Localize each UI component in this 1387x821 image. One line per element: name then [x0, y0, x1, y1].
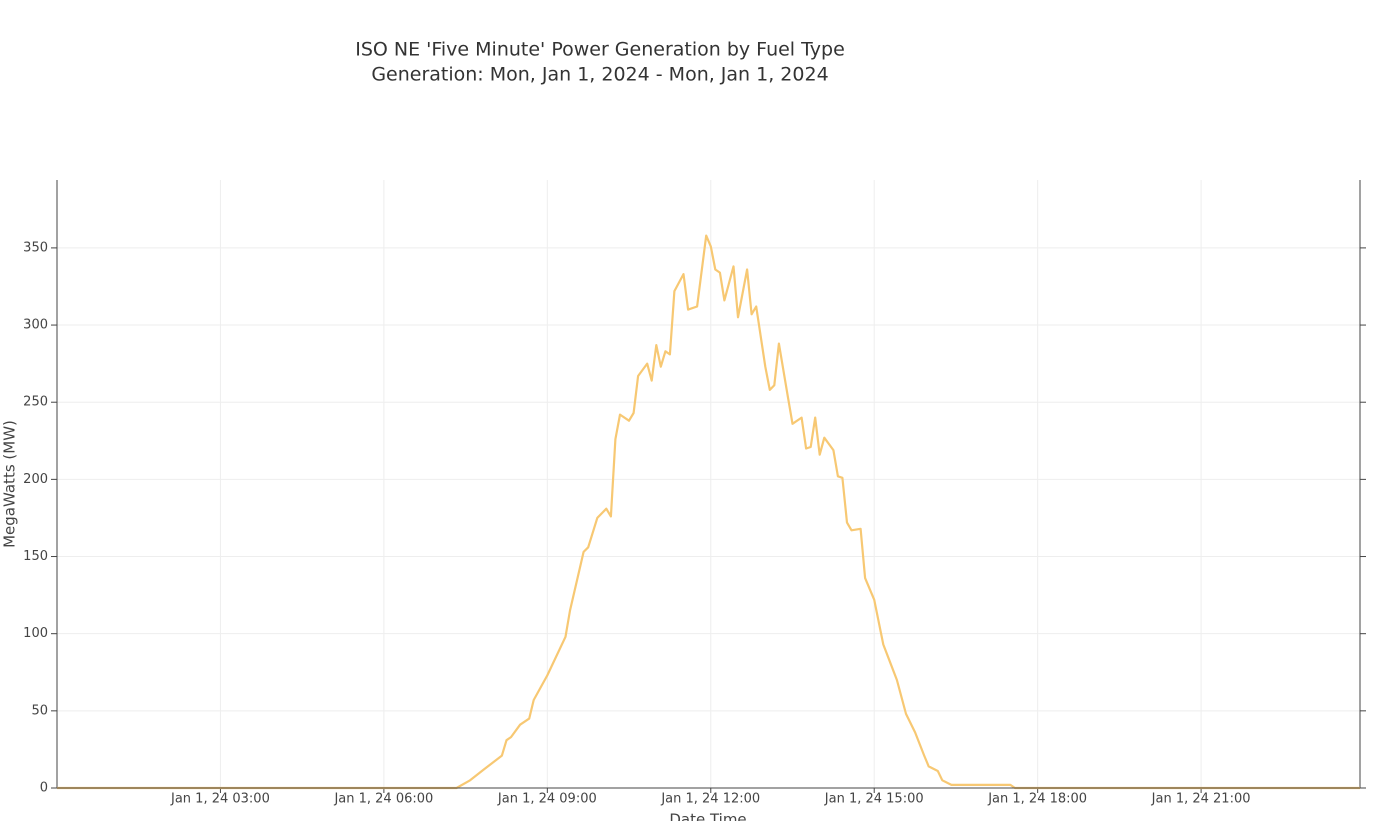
- x-tick-label: Jan 1, 24 21:00: [1151, 792, 1251, 807]
- y-tick-label: 300: [23, 318, 48, 333]
- x-tick-label: Jan 1, 24 18:00: [987, 792, 1087, 807]
- y-tick-label: 350: [23, 240, 48, 255]
- y-tick-label: 150: [23, 549, 48, 564]
- x-axis-title: Date Time: [669, 811, 746, 821]
- line-series: [57, 234, 1360, 790]
- y-tick-label: 50: [31, 703, 48, 718]
- y-axis-title: MegaWatts (MW): [1, 420, 19, 548]
- chart-subtitle: Generation: Mon, Jan 1, 2024 - Mon, Jan …: [371, 64, 828, 86]
- y-tick-label: 250: [23, 395, 48, 410]
- x-tick-label: Jan 1, 24 15:00: [824, 792, 924, 807]
- y-tick-label: 200: [23, 472, 48, 487]
- x-tick-label: Jan 1, 24 06:00: [333, 792, 433, 807]
- chart-title: ISO NE 'Five Minute' Power Generation by…: [355, 39, 845, 61]
- y-tick-label: 0: [40, 781, 48, 796]
- y-tick-label: 100: [23, 626, 48, 641]
- x-tick-label: Jan 1, 24 12:00: [660, 792, 760, 807]
- x-tick-label: Jan 1, 24 03:00: [170, 792, 270, 807]
- x-tick-label: Jan 1, 24 09:00: [497, 792, 597, 807]
